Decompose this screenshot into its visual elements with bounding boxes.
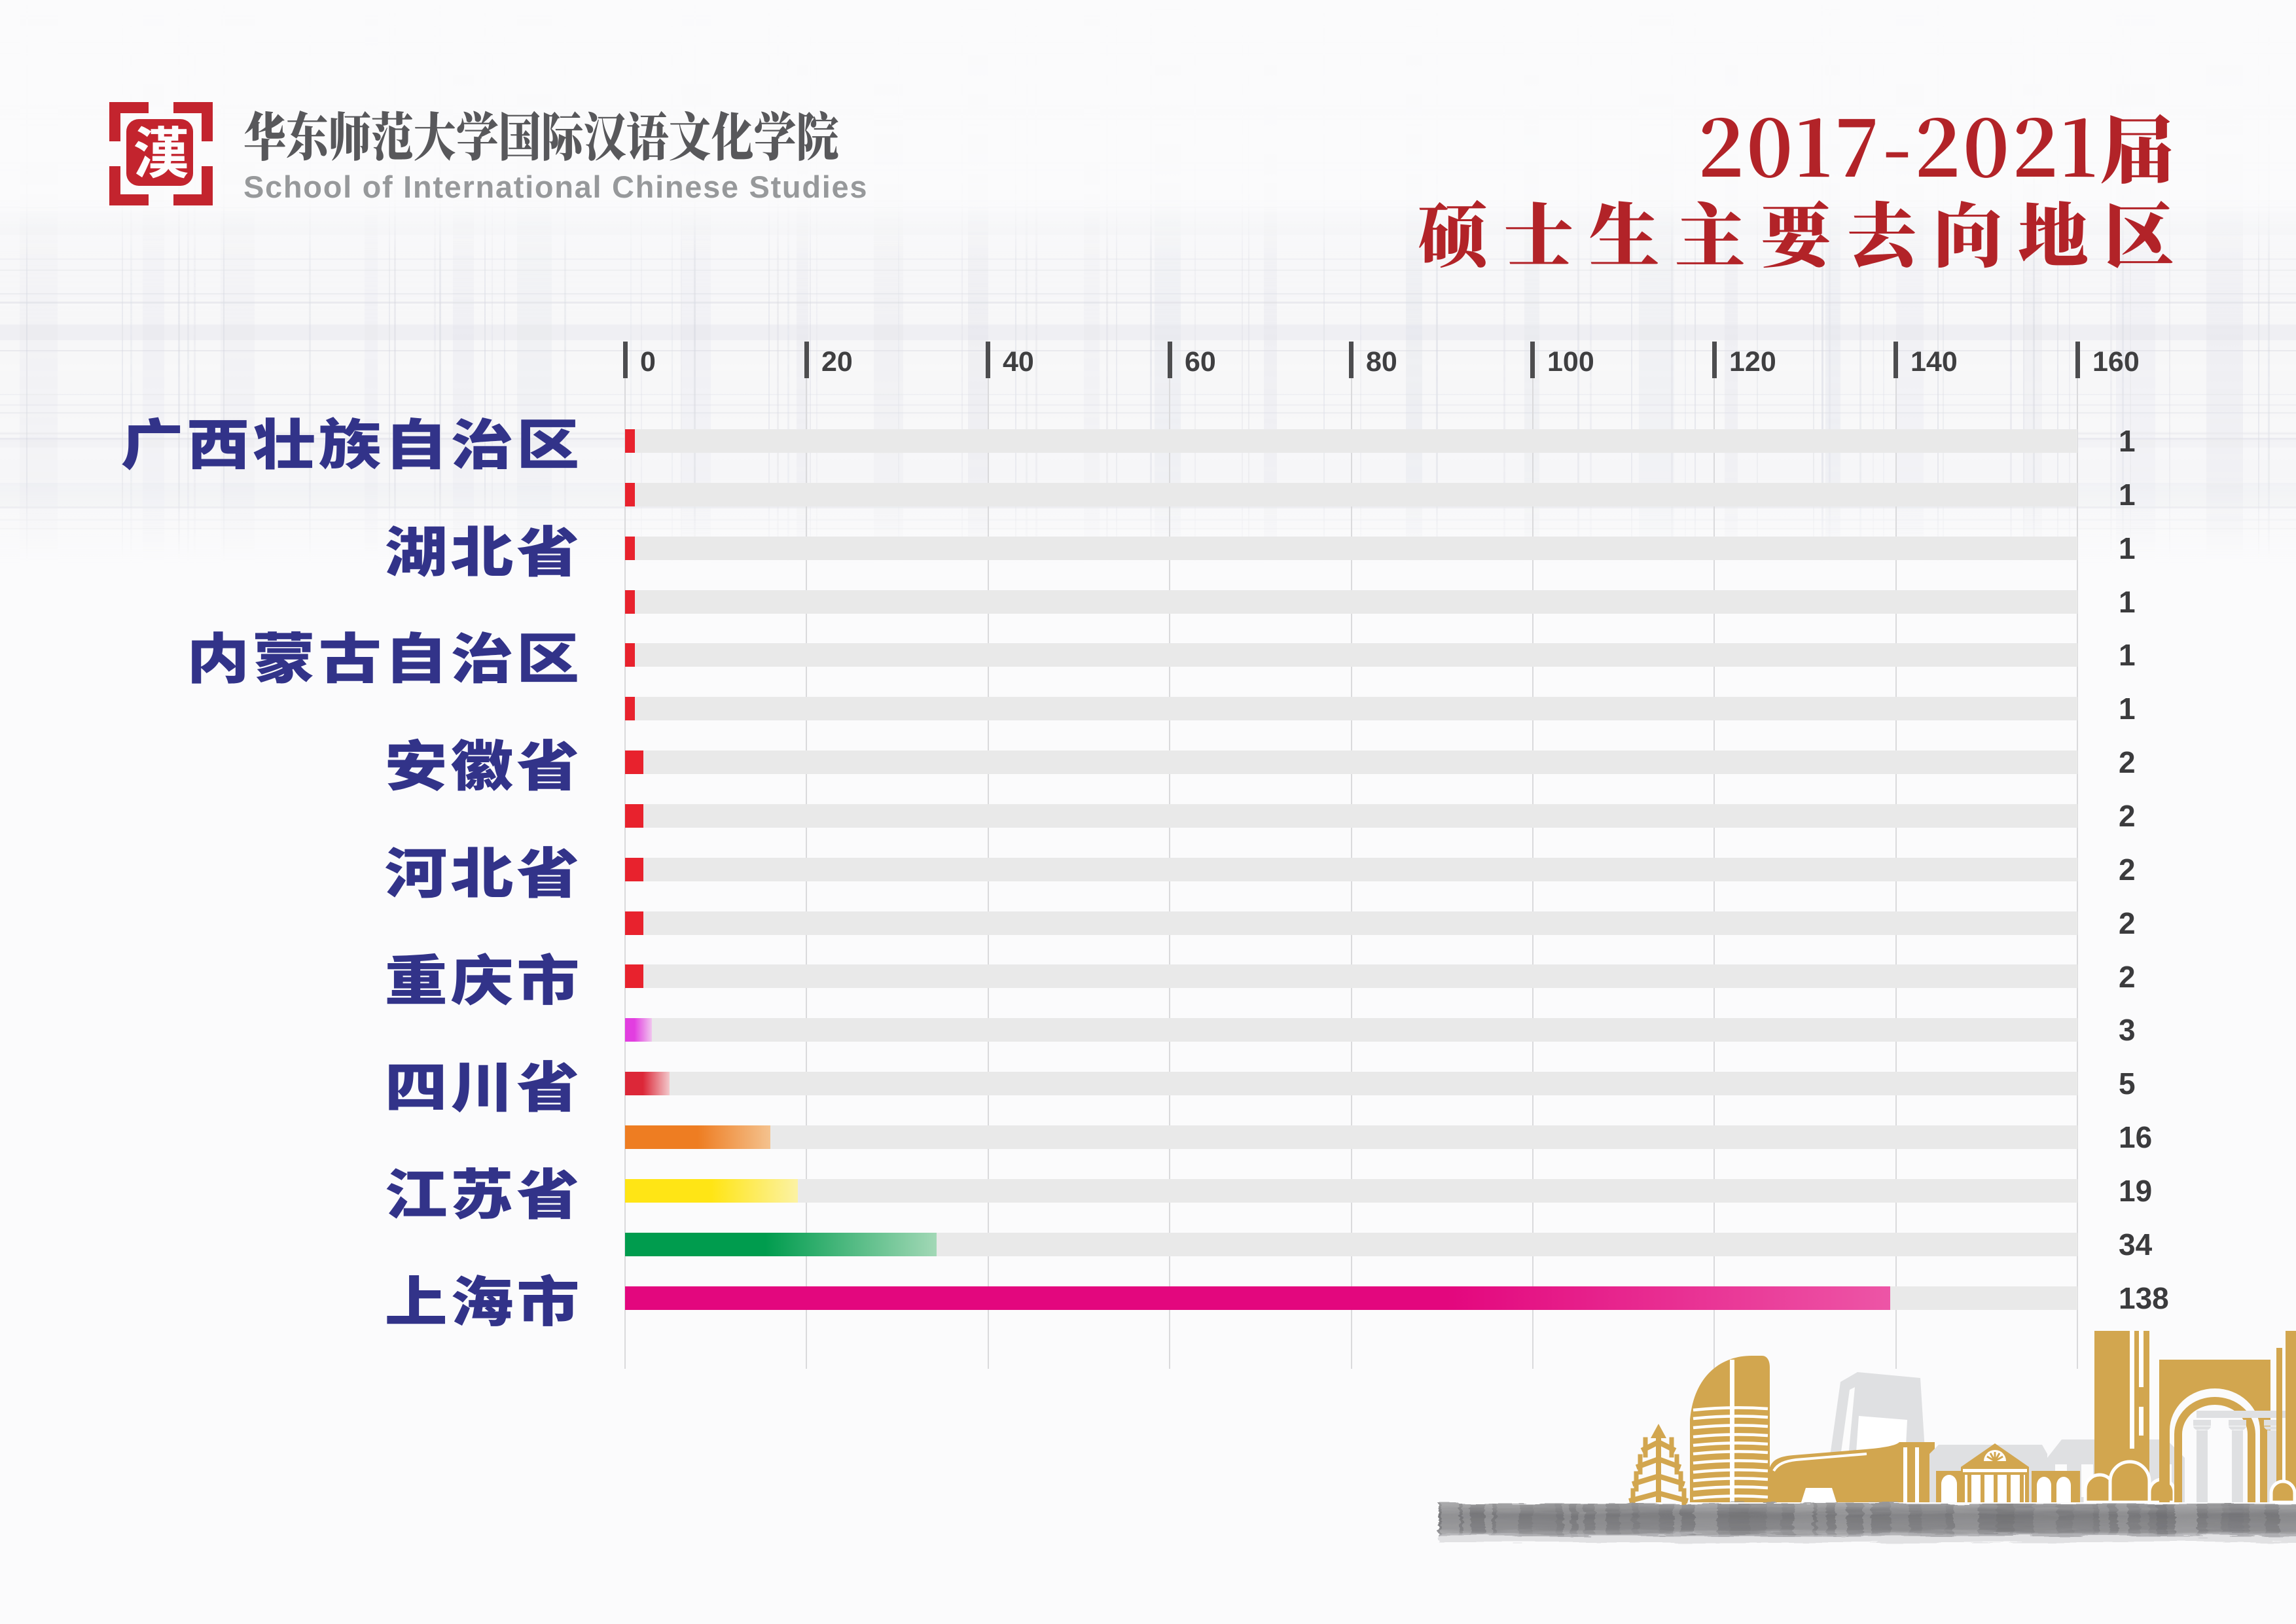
svg-text:漢: 漢 <box>133 109 188 190</box>
